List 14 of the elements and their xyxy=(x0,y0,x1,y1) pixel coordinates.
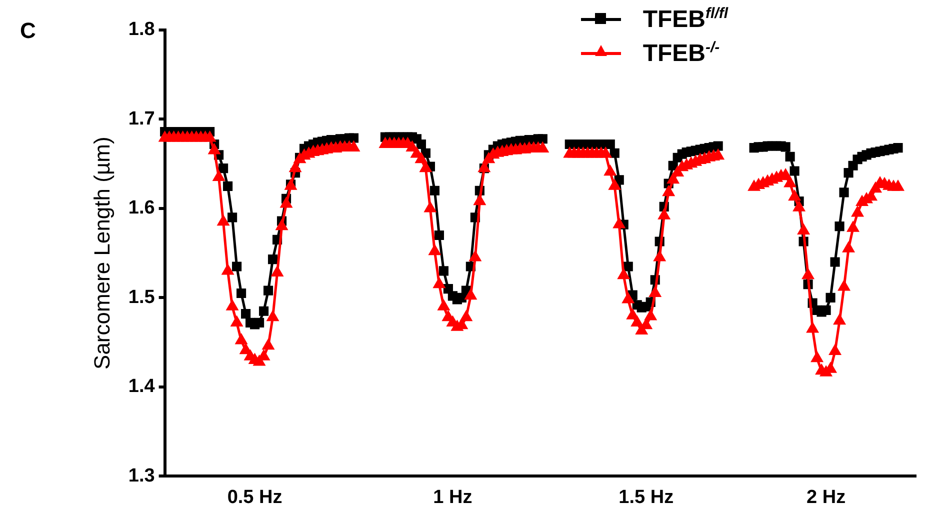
y-tick-label: 1.4 xyxy=(128,376,156,398)
y-tick-label: 1.5 xyxy=(128,286,156,308)
text: C xyxy=(20,18,36,44)
x-tick-label: 2 Hz xyxy=(806,486,846,508)
legend-label: TFEB$^{-/-}$ xyxy=(642,38,720,68)
y-tick-label: 1.7 xyxy=(128,108,155,130)
x-tick-label: 0.5 Hz xyxy=(227,486,282,508)
y-axis-title: Sarcomere Length (µm) xyxy=(89,136,114,370)
x-tick-label: 1 Hz xyxy=(433,486,472,508)
legend-label: TFEB$^{fl/fl}$ xyxy=(642,4,728,34)
x-tick-label: 1.5 Hz xyxy=(618,486,674,508)
y-tick-label: 1.3 xyxy=(128,465,155,486)
y-tick-label: 1.6 xyxy=(128,198,155,219)
y-tick-label: 1.8 xyxy=(128,19,155,40)
